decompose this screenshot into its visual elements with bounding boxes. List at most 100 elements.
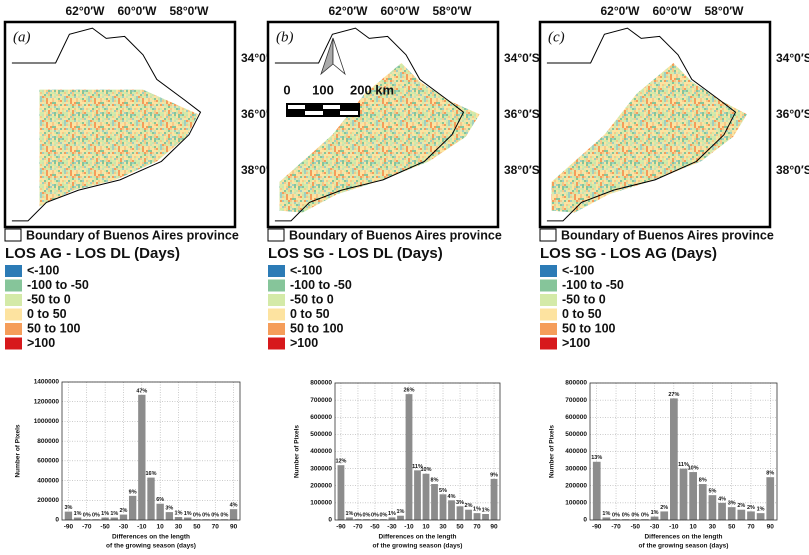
bar-percent-label: 11% xyxy=(412,464,423,470)
bar-percent-label: 1% xyxy=(175,510,183,516)
bar xyxy=(73,517,82,520)
bar-percent-label: 9% xyxy=(129,489,137,495)
bar xyxy=(602,517,611,520)
bar-percent-label: 5% xyxy=(439,488,447,494)
bar xyxy=(405,394,413,520)
bar-percent-label: 0% xyxy=(362,513,370,519)
legend-swatch xyxy=(540,279,557,292)
bar-percent-label: 1% xyxy=(602,511,610,517)
bar-percent-label: 1% xyxy=(101,511,109,517)
bar-percent-label: 8% xyxy=(699,477,707,483)
bar-percent-label: 4% xyxy=(448,494,456,500)
y-tick-label: 400000 xyxy=(565,448,587,455)
bar-percent-label: 27% xyxy=(668,392,679,398)
panel-label: (b) xyxy=(276,29,294,45)
bar-percent-label: 0% xyxy=(354,513,362,519)
bar xyxy=(621,519,630,520)
plot-frame xyxy=(334,382,501,521)
legend-swatch xyxy=(5,265,22,277)
bar-percent-label: 0% xyxy=(92,513,100,519)
legend-label: >100 xyxy=(562,336,590,350)
bar-percent-label: 0% xyxy=(220,513,228,519)
x-tick-label: -70 xyxy=(611,524,621,531)
legend-label: -50 to 0 xyxy=(562,292,606,306)
y-tick-label: 800000 xyxy=(310,380,332,387)
y-tick-label: 500000 xyxy=(565,431,587,438)
bar-percent-label: 1% xyxy=(757,507,765,513)
lon-tick-label: 62°0′W xyxy=(600,4,640,18)
y-tick-label: 800000 xyxy=(37,438,59,445)
bar xyxy=(184,517,192,520)
y-tick-label: 200000 xyxy=(565,482,587,489)
legend-label: 50 to 100 xyxy=(27,321,81,335)
x-tick-label: -30 xyxy=(387,524,397,531)
y-tick-label: 1200000 xyxy=(34,398,60,405)
bar-percent-label: 13% xyxy=(591,455,602,461)
bar-percent-label: 4% xyxy=(230,503,238,509)
plot-frame xyxy=(61,381,241,521)
legend-label: 0 to 50 xyxy=(290,307,330,321)
lon-tick-label: 60°0′W xyxy=(380,4,420,18)
legend-label: <-100 xyxy=(27,263,59,277)
bar xyxy=(456,506,464,520)
bar xyxy=(414,470,421,520)
legend-swatch xyxy=(540,265,557,277)
bar xyxy=(631,519,640,520)
legend-label: -50 to 0 xyxy=(290,292,334,306)
legend-swatch xyxy=(268,323,285,335)
x-axis-label: Differences on the length xyxy=(644,534,722,541)
y-tick-label: 0 xyxy=(55,517,59,524)
boundary-legend: Boundary of Buenos Aires province xyxy=(561,228,774,242)
bar-percent-label: 4% xyxy=(718,496,726,502)
legend-swatch xyxy=(540,294,557,306)
x-tick-label: -10 xyxy=(404,524,414,531)
lon-tick-label: 62°0′W xyxy=(328,4,368,18)
bar xyxy=(592,461,601,520)
x-axis-label: of the growing season (days) xyxy=(106,543,196,550)
y-axis-label: Number of Pixels xyxy=(15,424,22,477)
bar-percent-label: 10% xyxy=(420,467,431,473)
province-boundary xyxy=(274,27,465,222)
plot-frame xyxy=(589,382,778,521)
legend-label: -100 to -50 xyxy=(562,278,624,292)
y-tick-label: 700000 xyxy=(310,397,332,404)
x-tick-label: -50 xyxy=(631,524,641,531)
y-tick-label: 200000 xyxy=(310,482,332,489)
arrow-right xyxy=(332,37,346,76)
x-tick-label: 10 xyxy=(422,524,430,531)
y-tick-label: 200000 xyxy=(37,497,59,504)
bar xyxy=(747,511,755,520)
lat-tick-label: 38°0′S xyxy=(776,163,809,177)
bar xyxy=(679,468,688,520)
legend-swatch xyxy=(540,337,557,350)
bar xyxy=(388,517,396,520)
lat-tick-label: 38°0′S xyxy=(504,163,540,177)
bar-percent-label: 1% xyxy=(482,507,490,513)
bar-percent-label: 8% xyxy=(766,471,774,477)
bar xyxy=(138,394,146,520)
x-tick-label: 30 xyxy=(439,524,447,531)
panel-label: (a) xyxy=(13,29,31,45)
scale-seg xyxy=(340,111,358,115)
y-tick-label: 1000000 xyxy=(34,418,60,425)
y-tick-label: 600000 xyxy=(310,414,332,421)
bar-percent-label: 47% xyxy=(136,388,147,394)
lon-tick-label: 62°0′W xyxy=(65,4,105,18)
bar-percent-label: 10% xyxy=(688,466,699,472)
x-tick-label: 30 xyxy=(709,524,717,531)
x-tick-label: 50 xyxy=(193,524,201,531)
legend-swatch xyxy=(5,337,22,350)
x-tick-label: -30 xyxy=(650,524,660,531)
lon-tick-label: 60°0′W xyxy=(652,4,692,18)
bar-percent-label: 0% xyxy=(622,513,630,519)
scale-label: 100 xyxy=(312,82,334,97)
bar xyxy=(156,503,164,520)
bar xyxy=(110,517,118,520)
x-tick-label: -30 xyxy=(119,524,129,531)
legend-swatch xyxy=(268,337,285,350)
lat-tick-label: 34°0′S xyxy=(504,51,540,65)
scale-seg xyxy=(305,111,323,115)
legend-title: LOS AG - LOS DL (Days) xyxy=(5,245,180,262)
legend-label: >100 xyxy=(27,336,55,350)
